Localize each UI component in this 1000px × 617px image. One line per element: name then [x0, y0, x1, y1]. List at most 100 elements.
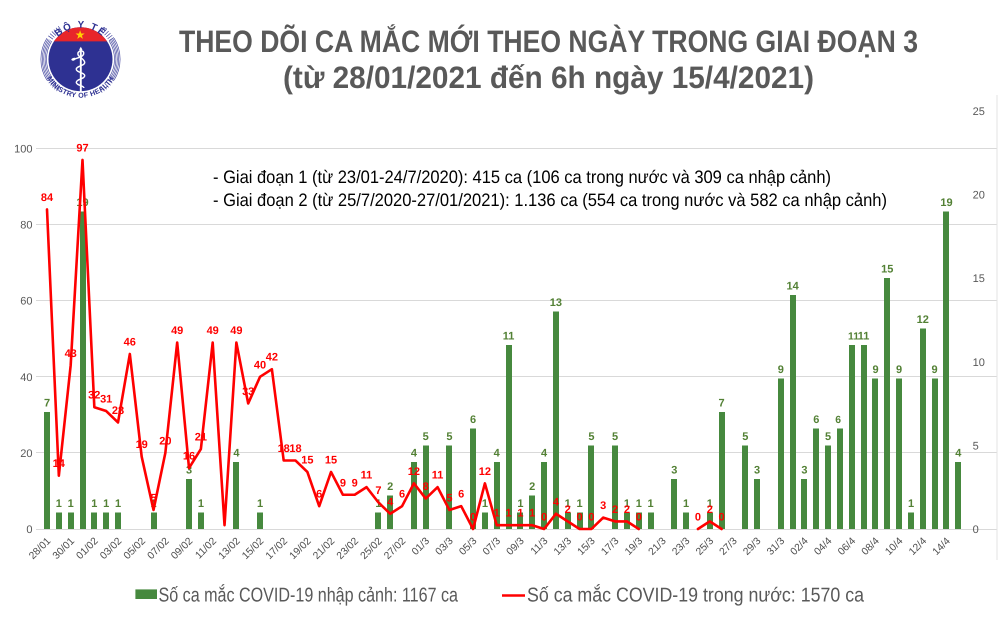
svg-text:15: 15	[973, 273, 985, 285]
svg-text:- Giai đoạn 2 (từ 25/7/2020-27: - Giai đoạn 2 (từ 25/7/2020-27/01/2021):…	[213, 190, 887, 210]
svg-text:97: 97	[76, 142, 88, 154]
svg-text:5: 5	[423, 431, 429, 443]
svg-text:49: 49	[207, 325, 219, 337]
svg-text:7: 7	[44, 398, 50, 410]
svg-text:1: 1	[56, 498, 62, 510]
svg-text:4: 4	[387, 496, 394, 508]
svg-text:1: 1	[506, 508, 512, 520]
svg-text:12: 12	[408, 466, 420, 478]
svg-text:9: 9	[352, 477, 358, 489]
svg-text:5: 5	[742, 431, 748, 443]
svg-text:0: 0	[636, 512, 642, 524]
svg-text:5: 5	[588, 431, 594, 443]
svg-text:5: 5	[825, 431, 831, 443]
svg-text:1: 1	[482, 498, 488, 510]
svg-text:1: 1	[103, 498, 109, 510]
svg-text:1: 1	[115, 498, 121, 510]
svg-text:3: 3	[801, 464, 807, 476]
svg-text:40: 40	[254, 359, 266, 371]
svg-text:18: 18	[289, 443, 301, 455]
svg-text:0: 0	[719, 512, 725, 524]
svg-text:60: 60	[20, 296, 32, 308]
svg-text:2: 2	[565, 504, 571, 516]
svg-text:1: 1	[517, 498, 523, 510]
svg-text:3: 3	[186, 464, 192, 476]
svg-text:6: 6	[458, 489, 464, 501]
svg-text:3: 3	[671, 464, 677, 476]
svg-text:100: 100	[14, 144, 32, 156]
svg-text:2: 2	[529, 481, 535, 493]
svg-text:20: 20	[20, 448, 32, 460]
svg-text:THEO DÕI CA MẮC MỚI THEO NGÀY: THEO DÕI CA MẮC MỚI THEO NGÀY TRONG GIAI…	[179, 24, 918, 59]
svg-text:4: 4	[494, 448, 501, 460]
svg-text:1: 1	[577, 498, 583, 510]
svg-text:3: 3	[754, 464, 760, 476]
svg-text:12: 12	[917, 314, 929, 326]
svg-text:6: 6	[813, 414, 819, 426]
svg-text:5: 5	[446, 431, 452, 443]
svg-text:4: 4	[541, 448, 548, 460]
svg-text:0: 0	[577, 512, 583, 524]
svg-text:4: 4	[411, 448, 418, 460]
svg-text:5: 5	[446, 493, 452, 505]
svg-text:0: 0	[470, 512, 476, 524]
svg-text:11: 11	[503, 331, 515, 343]
svg-text:1: 1	[529, 508, 535, 520]
svg-text:9: 9	[872, 364, 878, 376]
svg-text:9: 9	[340, 477, 346, 489]
svg-text:12: 12	[479, 466, 491, 478]
svg-text:2: 2	[612, 504, 618, 516]
svg-text:19: 19	[76, 197, 88, 209]
svg-text:80: 80	[20, 220, 32, 232]
svg-text:1: 1	[648, 498, 654, 510]
svg-text:0: 0	[588, 512, 594, 524]
svg-text:1: 1	[683, 498, 689, 510]
svg-text:Số ca mắc COVID-19 trong nước:: Số ca mắc COVID-19 trong nước: 1570 ca	[527, 584, 865, 607]
svg-text:40: 40	[20, 372, 32, 384]
svg-text:6: 6	[470, 414, 476, 426]
svg-text:1: 1	[517, 508, 523, 520]
svg-text:1: 1	[198, 498, 204, 510]
svg-text:3: 3	[600, 500, 606, 512]
svg-text:0: 0	[26, 524, 32, 536]
svg-text:6: 6	[316, 489, 322, 501]
svg-text:14: 14	[786, 280, 799, 292]
svg-text:46: 46	[124, 337, 136, 349]
svg-text:7: 7	[375, 485, 381, 497]
svg-text:15: 15	[325, 454, 337, 466]
svg-text:1: 1	[707, 498, 713, 510]
svg-text:2: 2	[624, 504, 630, 516]
svg-text:4: 4	[955, 448, 962, 460]
svg-text:1: 1	[565, 498, 571, 510]
svg-text:1: 1	[494, 508, 500, 520]
svg-text:42: 42	[266, 352, 278, 364]
svg-text:2: 2	[387, 481, 393, 493]
svg-text:0: 0	[541, 512, 547, 524]
svg-text:8: 8	[423, 481, 429, 493]
svg-text:84: 84	[41, 192, 54, 204]
svg-text:5: 5	[150, 493, 156, 505]
svg-text:11: 11	[848, 332, 859, 343]
svg-text:5: 5	[973, 440, 979, 452]
svg-text:49: 49	[171, 325, 183, 337]
svg-text:9: 9	[778, 364, 784, 376]
svg-text:20: 20	[973, 190, 985, 202]
svg-text:- Giai đoạn 1 (từ 23/01-24/7/2: - Giai đoạn 1 (từ 23/01-24/7/2020): 415 …	[213, 167, 831, 187]
svg-text:31: 31	[100, 394, 112, 406]
svg-text:25: 25	[973, 106, 985, 118]
svg-text:13: 13	[550, 297, 562, 309]
svg-text:0: 0	[973, 524, 979, 536]
svg-text:1: 1	[636, 498, 642, 510]
svg-text:2: 2	[707, 504, 713, 516]
svg-text:49: 49	[230, 325, 242, 337]
svg-text:1: 1	[68, 498, 74, 510]
svg-text:5: 5	[612, 431, 618, 443]
svg-text:0: 0	[695, 512, 701, 524]
svg-text:4: 4	[553, 496, 560, 508]
svg-text:6: 6	[835, 415, 841, 426]
svg-text:9: 9	[896, 364, 902, 376]
svg-text:1: 1	[257, 498, 263, 510]
svg-text:11: 11	[432, 470, 444, 482]
svg-text:11: 11	[858, 331, 870, 343]
svg-text:(từ 28/01/2021 đến 6h ngày 15/: (từ 28/01/2021 đến 6h ngày 15/4/2021)	[283, 60, 814, 95]
